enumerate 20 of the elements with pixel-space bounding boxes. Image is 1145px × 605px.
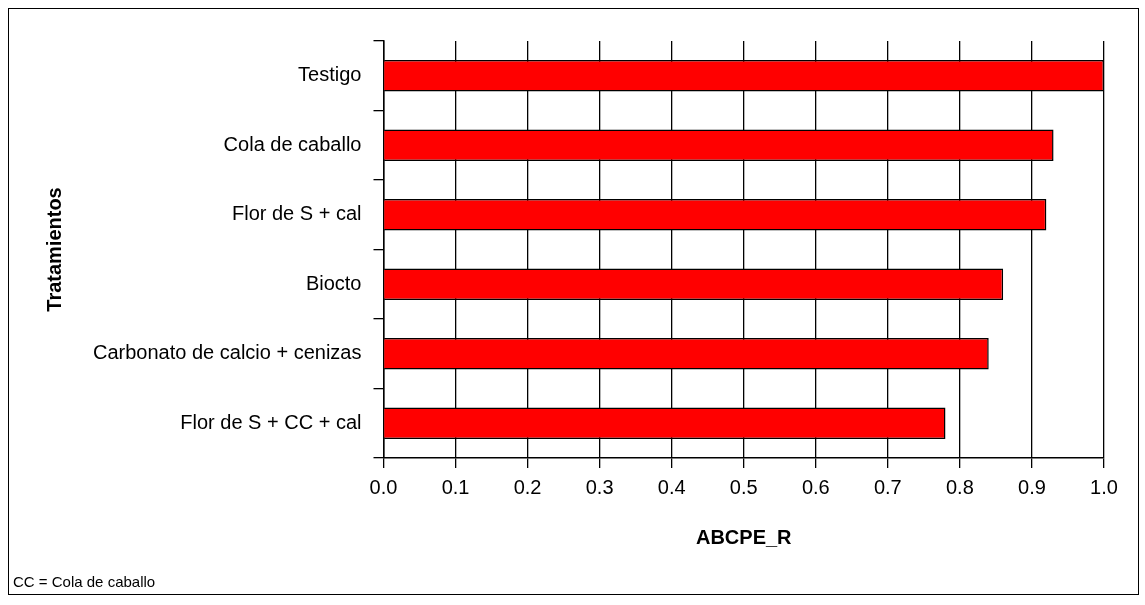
x-tick-label: 0.1 xyxy=(441,475,470,498)
x-tick-label: 0.4 xyxy=(657,475,686,498)
x-tick-label: 0.2 xyxy=(513,475,542,498)
x-tick-label: 0.5 xyxy=(729,475,758,498)
x-tick-label: 0.3 xyxy=(585,475,614,498)
y-tick-label: Testigo xyxy=(298,63,362,86)
y-tick-label: Carbonato de calcio + cenizas xyxy=(93,341,362,364)
y-tick-label: Flor de S + cal xyxy=(231,202,362,225)
x-tick-label: 1.0 xyxy=(1090,475,1118,498)
x-axis-title: ABCPE_R xyxy=(695,525,793,548)
y-tick-label: Flor de S + CC + cal xyxy=(180,410,362,433)
x-tick-label: 0.0 xyxy=(369,475,398,498)
text: CC = Cola de caballo xyxy=(13,572,156,590)
x-tick-label: 0.6 xyxy=(801,475,830,498)
y-tick-label: Cola de caballo xyxy=(223,132,362,155)
x-tick-label: 0.8 xyxy=(945,475,974,498)
x-tick-label: 0.9 xyxy=(1018,475,1046,498)
y-axis-title: Tratamientos xyxy=(42,187,65,312)
y-tick-label: Biocto xyxy=(305,271,362,294)
x-tick-label: 0.7 xyxy=(873,475,902,498)
